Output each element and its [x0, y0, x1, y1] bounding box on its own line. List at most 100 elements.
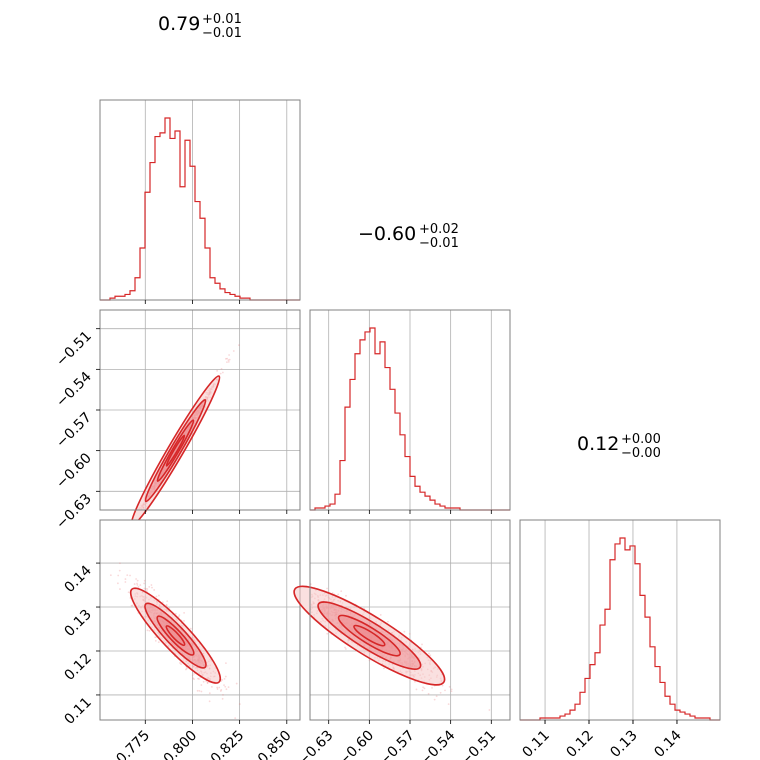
xtick-label-2-0: 0.11	[520, 728, 553, 760]
pair-0-2-point	[143, 579, 146, 582]
pair-0-2-point	[119, 588, 121, 590]
pair-1-2-point	[421, 643, 423, 646]
pair-0-2-point	[151, 586, 153, 589]
xtick-label-0-1: 0.800	[161, 728, 201, 760]
pair-0-2-point	[137, 585, 140, 588]
pair-0-2-point	[183, 619, 185, 622]
pair-1-2-point	[431, 686, 433, 689]
pair-0-2-point	[119, 562, 121, 565]
pair-0-2-point	[206, 681, 209, 684]
hist-step-1	[310, 327, 510, 511]
hist-step-0	[100, 117, 300, 301]
pair-1-2-point	[368, 659, 371, 662]
pair-0-2-point	[193, 672, 195, 675]
pair-0-2-point	[153, 589, 156, 591]
hist-panel-0	[99, 99, 301, 304]
pair-1-2-point	[331, 592, 334, 594]
pair-0-1-point	[226, 361, 228, 363]
ytick-label-2-1: 0.12	[61, 651, 94, 684]
pair-0-2-point	[227, 686, 230, 689]
pair-1-2-point	[340, 590, 343, 593]
title-0-plus: +0.01	[202, 12, 242, 27]
pair-0-2-point	[133, 583, 136, 585]
pair-0-2-point	[148, 585, 151, 588]
pair-0-2-point	[146, 629, 149, 632]
pair-0-2-point	[197, 677, 199, 680]
pair-0-2-point	[136, 584, 139, 586]
pair-0-2-point	[225, 688, 228, 691]
ytick-label-1-2: −0.57	[53, 410, 95, 452]
pair-0-2-point	[118, 569, 121, 572]
pair-1-2-point	[488, 709, 491, 711]
pair-1-2-point	[433, 698, 436, 701]
pair-1-2-point	[383, 667, 385, 670]
pair-0-1-point	[226, 357, 229, 360]
pair-1-2-point	[408, 633, 411, 635]
pair-1-2-point	[379, 614, 382, 616]
pair-0-2-point	[109, 574, 112, 577]
pair-0-2-point	[216, 686, 219, 689]
pair-1-2-panel	[293, 519, 511, 721]
pair-0-2-point	[154, 639, 157, 642]
pair-0-2-point	[178, 614, 181, 616]
pair-0-2-point	[193, 678, 195, 681]
pair-0-1-point	[220, 367, 223, 370]
hist-step-2	[520, 537, 720, 721]
title-1-minus: −0.01	[419, 236, 459, 251]
pair-1-2-point	[414, 680, 416, 683]
pair-0-2-point	[191, 674, 194, 677]
xtick-label-1-3: −0.54	[417, 727, 459, 760]
pair-0-2-point	[223, 684, 225, 687]
pair-0-2-point	[200, 690, 203, 693]
pair-0-2-panel	[99, 519, 301, 721]
pair-0-2-point	[219, 690, 222, 692]
pair-0-1-contour-3	[165, 434, 186, 467]
pair-1-2-point	[428, 652, 430, 655]
pair-0-1-point	[221, 371, 224, 374]
pair-0-2-point	[124, 581, 127, 583]
pair-0-1-point	[216, 369, 219, 372]
pair-1-2-point	[421, 689, 424, 692]
xtick-label-0-0: 0.775	[113, 728, 153, 760]
pair-0-2-point	[225, 662, 227, 665]
pair-1-2-point	[447, 703, 450, 706]
pair-0-2-point	[136, 582, 138, 585]
ytick-label-1-4: −0.51	[53, 328, 95, 370]
pair-0-2-point	[155, 595, 158, 598]
ytick-label-2-3: 0.14	[61, 563, 94, 596]
pair-0-2-bg	[100, 520, 300, 720]
plot-area: −0.63−0.60−0.57−0.54−0.510.110.120.130.1…	[53, 99, 721, 760]
pair-1-2-point	[344, 646, 346, 649]
pair-0-1-point	[225, 357, 227, 360]
pair-1-2-point	[429, 654, 432, 657]
pair-0-2-point	[224, 685, 227, 688]
pair-0-2-point	[183, 611, 186, 614]
pair-1-2-point	[337, 593, 340, 596]
title-2-value: 0.12	[577, 433, 619, 455]
pair-1-2-point	[448, 685, 451, 688]
ytick-label-2-2: 0.13	[61, 607, 94, 640]
pair-0-2-point	[200, 684, 203, 686]
title-1-plus: +0.02	[419, 222, 459, 237]
pair-0-1-point	[228, 358, 231, 361]
pair-0-2-point	[210, 685, 213, 688]
pair-0-2-point	[185, 668, 187, 671]
xtick-label-0-3: 0.850	[255, 728, 295, 760]
pair-0-2-point	[129, 574, 131, 577]
pair-0-2-frame	[99, 519, 301, 721]
title-param-0: 0.79 +0.01 −0.01	[158, 12, 242, 41]
pair-1-2-point	[305, 581, 307, 583]
title-param-1: −0.60 +0.02 −0.01	[358, 222, 459, 251]
pair-0-2-point	[218, 686, 221, 689]
pair-0-2-point	[222, 694, 224, 696]
pair-0-1-point	[219, 372, 222, 375]
pair-0-2-point	[131, 604, 134, 607]
pair-1-2-point	[450, 690, 453, 693]
hist-frame-0	[99, 99, 301, 301]
pair-0-2-point	[208, 700, 211, 703]
ytick-label-2-0: 0.11	[61, 694, 94, 727]
pair-0-2-point	[165, 604, 168, 607]
pair-0-2-point	[208, 692, 211, 695]
xtick-label-1-2: −0.57	[376, 728, 418, 760]
